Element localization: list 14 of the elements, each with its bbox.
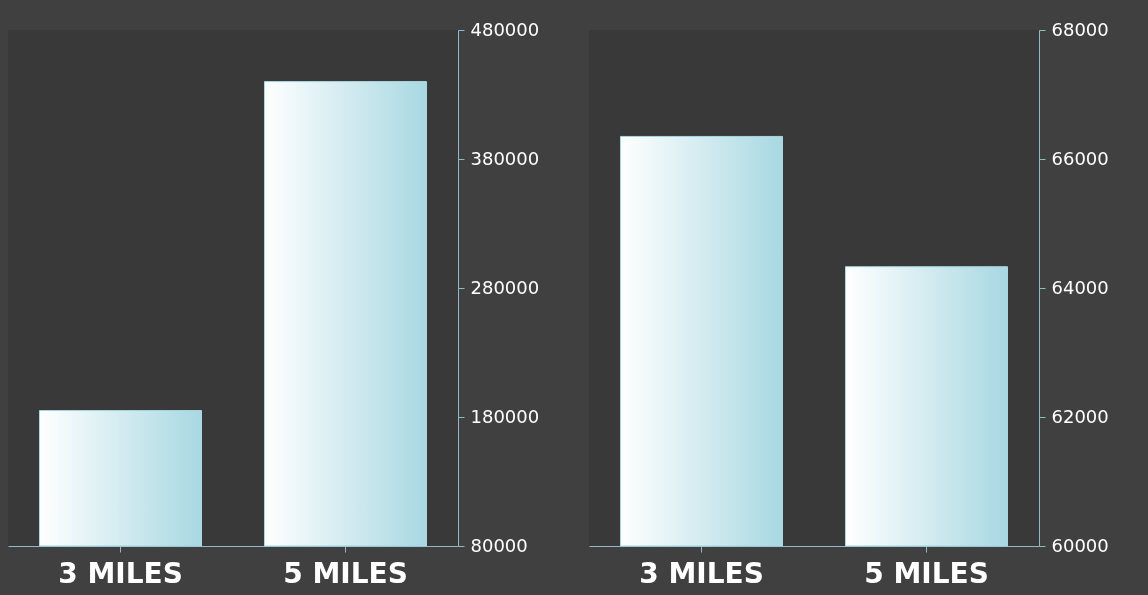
x-tick-label: 3 MILES (639, 556, 764, 590)
y-tick-label: 380000 (470, 147, 540, 169)
y-tick-label: 68000 (1051, 18, 1109, 40)
y-tick-label: 64000 (1051, 276, 1109, 298)
y-tick-label: 80000 (470, 534, 528, 556)
y-tick-label: 280000 (470, 276, 540, 298)
x-tick-label: 3 MILES (58, 556, 183, 590)
x-tick-label: 5 MILES (283, 556, 408, 590)
y-tick-label: 66000 (1051, 147, 1109, 169)
y-tick-label: 480000 (470, 18, 540, 40)
x-tick-label: 5 MILES (864, 556, 989, 590)
y-tick-label: 62000 (1051, 405, 1109, 427)
y-tick-label: 60000 (1051, 534, 1109, 556)
y-tick-label: 180000 (470, 405, 540, 427)
